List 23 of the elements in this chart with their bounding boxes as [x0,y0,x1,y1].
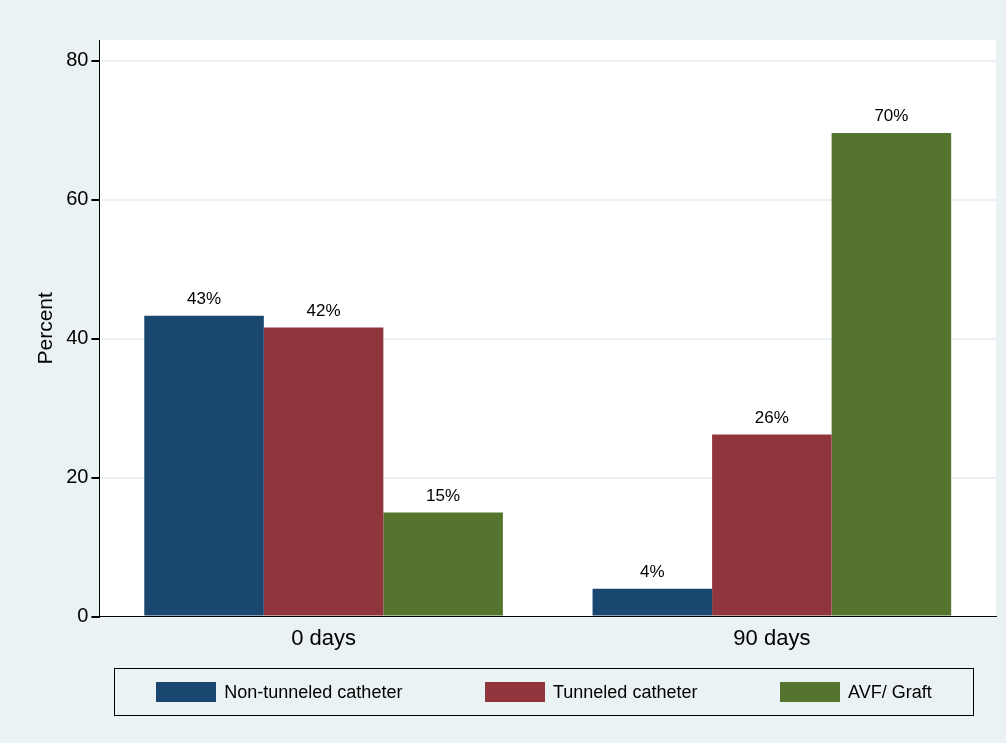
data-label: 4% [640,562,665,581]
legend-label: AVF/ Graft [848,681,932,703]
y-tick-label: 80 [66,48,89,71]
bar [712,434,832,616]
data-label: 70% [874,106,909,126]
y-tick-label: 60 [66,187,89,210]
bar [263,327,384,616]
y-axis-title: Percent [33,291,57,365]
y-tick-label: 20 [66,465,89,488]
bar [592,588,713,616]
data-label: 26% [754,407,789,427]
data-label: 15% [426,485,461,505]
y-tick-label: 0 [77,604,89,627]
legend-label: Tunneled catheter [552,681,698,703]
y-tick-label: 40 [66,326,89,349]
x-tick-label: 90 days [733,624,811,650]
bar [383,512,503,616]
data-label: 43% [187,288,222,308]
x-tick-label: 0 days [291,624,356,650]
bar [144,315,264,616]
legend-label: Non-tunneled catheter [224,681,403,703]
bar [831,133,952,616]
data-label: 42% [306,300,341,320]
